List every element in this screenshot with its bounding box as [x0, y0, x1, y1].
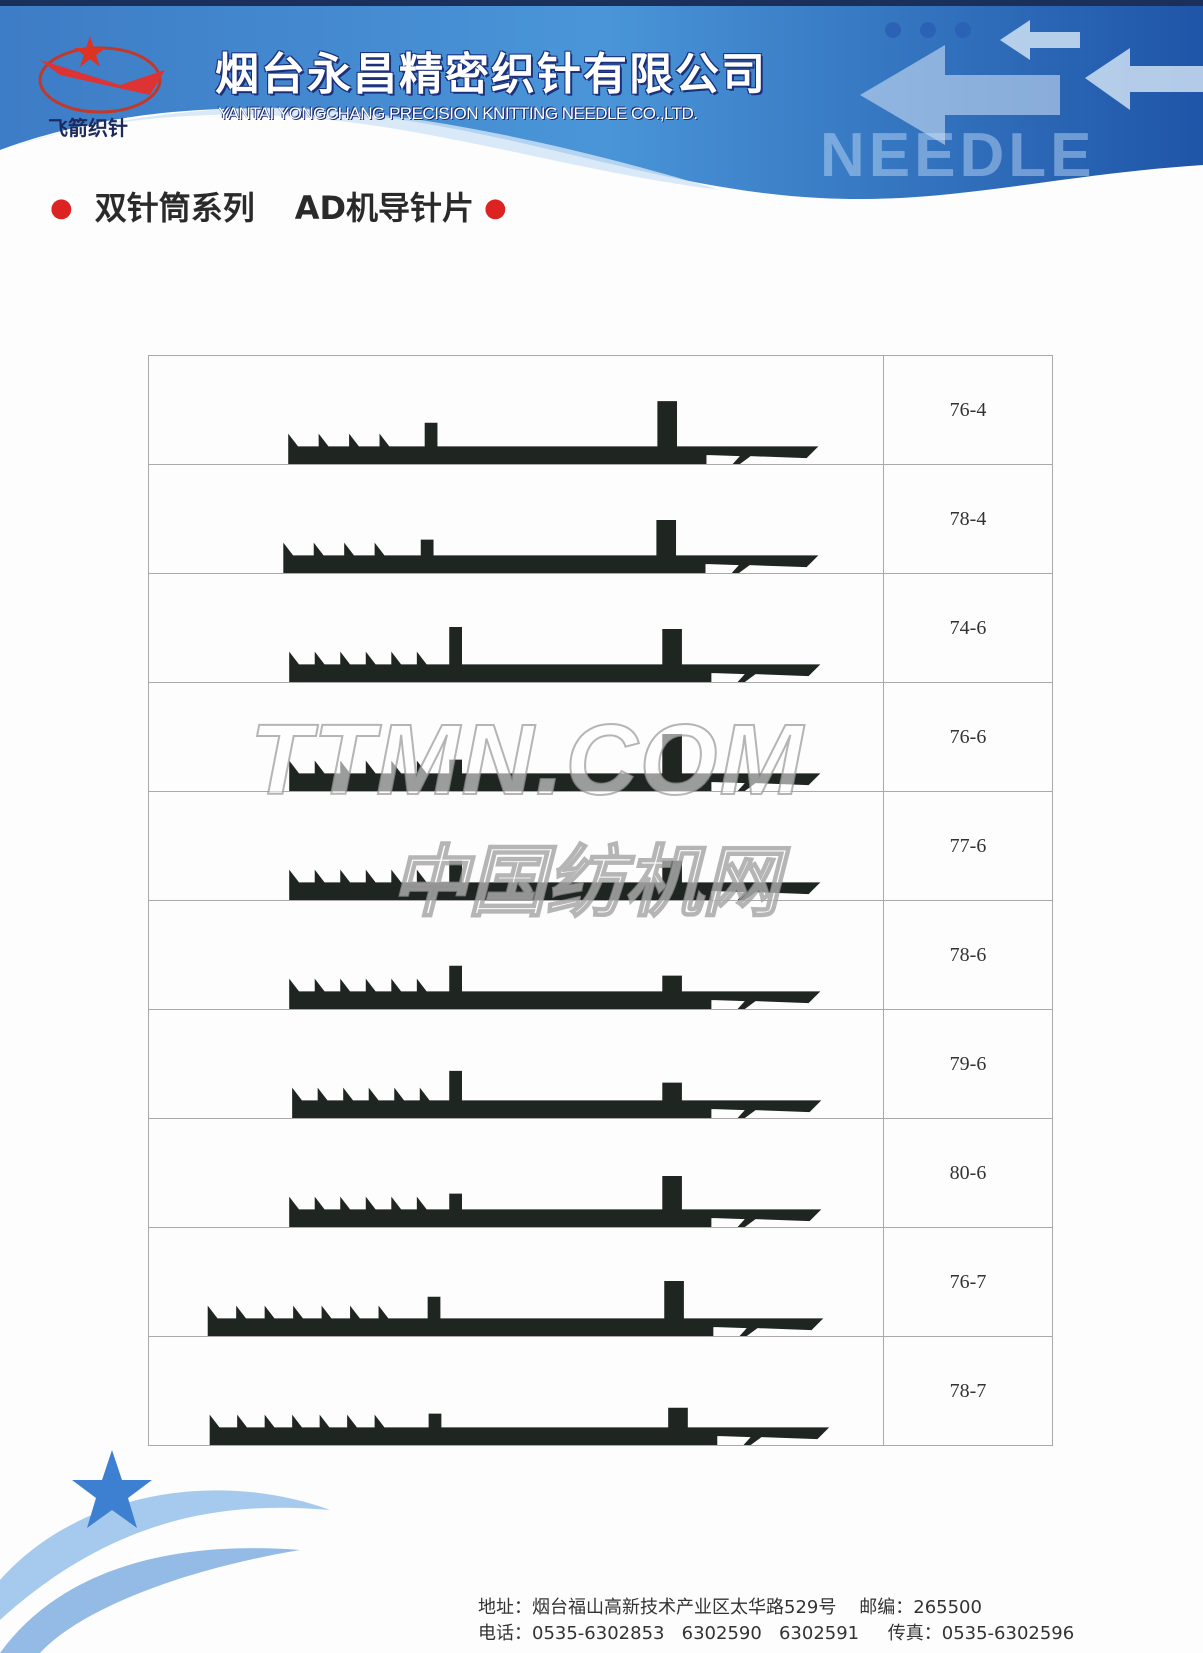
needle-image-cell: [148, 682, 884, 792]
needle-silhouette: [283, 519, 819, 573]
catalog-row: 78-7: [148, 1336, 1053, 1446]
model-number: 74-6: [883, 573, 1053, 683]
company-name-cn: 烟台永昌精密织针有限公司: [215, 49, 767, 100]
catalog-row: 80-6: [148, 1118, 1053, 1228]
catalog-row: 78-6: [148, 900, 1053, 1010]
guide-needle-icon: [289, 965, 821, 1009]
needle-silhouette: [209, 1407, 830, 1445]
model-number: 78-4: [883, 464, 1053, 574]
model-number: 78-7: [883, 1336, 1053, 1446]
catalog-row: 79-6: [148, 1009, 1053, 1119]
guide-needle-icon: [209, 1407, 830, 1445]
needle-image-cell: [148, 791, 884, 901]
needle-image-cell: [148, 573, 884, 683]
watermark-cn: 中国纺机网: [389, 837, 781, 929]
model-number: 76-6: [883, 682, 1053, 792]
needle-image-cell: [148, 464, 884, 574]
needle-image-cell: [148, 1336, 884, 1446]
needle-silhouette: [289, 627, 821, 682]
bullet-icon: ●: [484, 193, 507, 223]
phone-line: 电话：0535-6302853 6302590 6302591 传真：0535-…: [478, 1623, 1075, 1644]
model-number: 76-4: [883, 355, 1053, 465]
catalog-table: 76-4 78-4 74-6 76-6 77-6 78-6 79-6 80-6: [148, 355, 1053, 1446]
needle-image-cell: [148, 1009, 884, 1119]
guide-needle-icon: [289, 734, 821, 791]
catalog-row: 74-6: [148, 573, 1053, 683]
guide-needle-icon: [292, 1070, 822, 1118]
needle-silhouette: [292, 1070, 822, 1118]
header-banner: [0, 0, 1203, 200]
catalog-row: 78-4: [148, 464, 1053, 574]
catalog-row: 76-7: [148, 1227, 1053, 1337]
guide-needle-icon: [289, 627, 821, 682]
guide-needle-icon: [207, 1281, 824, 1336]
needle-image-cell: [148, 1118, 884, 1228]
model-number: 78-6: [883, 900, 1053, 1010]
needle-silhouette: [289, 860, 821, 900]
model-number: 77-6: [883, 791, 1053, 901]
needle-silhouette: [289, 734, 821, 791]
bullet-icon: ●: [50, 193, 73, 223]
model-number: 79-6: [883, 1009, 1053, 1119]
guide-needle-icon: [289, 1175, 822, 1227]
watermark-site: TTMN.COM: [249, 704, 805, 816]
catalog-row: 76-4: [148, 355, 1053, 465]
guide-needle-icon: [289, 860, 821, 900]
model-number: 76-7: [883, 1227, 1053, 1337]
logo-text: 飞箭织针: [48, 116, 128, 140]
needle-silhouette: [288, 401, 819, 464]
needle-image-cell: [148, 900, 884, 1010]
catalog-row: 77-6: [148, 791, 1053, 901]
needle-image-cell: [148, 1227, 884, 1337]
needle-silhouette: [207, 1281, 824, 1336]
company-logo-icon: [38, 36, 165, 114]
company-name-en: YANTAI YONGCHANG PRECISION KNITTING NEED…: [218, 104, 698, 123]
series-title: 双针筒系列: [94, 189, 255, 227]
needle-decor-word: NEEDLE: [820, 121, 1096, 190]
needle-silhouette: [289, 1175, 822, 1227]
model-number: 80-6: [883, 1118, 1053, 1228]
star-swoosh-decoration: [0, 1450, 330, 1653]
page-title: ● 双针筒系列 AD机导针片 ●: [50, 188, 507, 228]
needle-silhouette: [289, 965, 821, 1009]
catalog-row: 76-6: [148, 682, 1053, 792]
needle-image-cell: [148, 355, 884, 465]
address-line: 地址：烟台福山高新技术产业区太华路529号 邮编：265500: [478, 1597, 982, 1618]
guide-needle-icon: [283, 519, 819, 573]
guide-needle-icon: [288, 401, 819, 464]
product-title: AD机导针片: [294, 189, 475, 227]
